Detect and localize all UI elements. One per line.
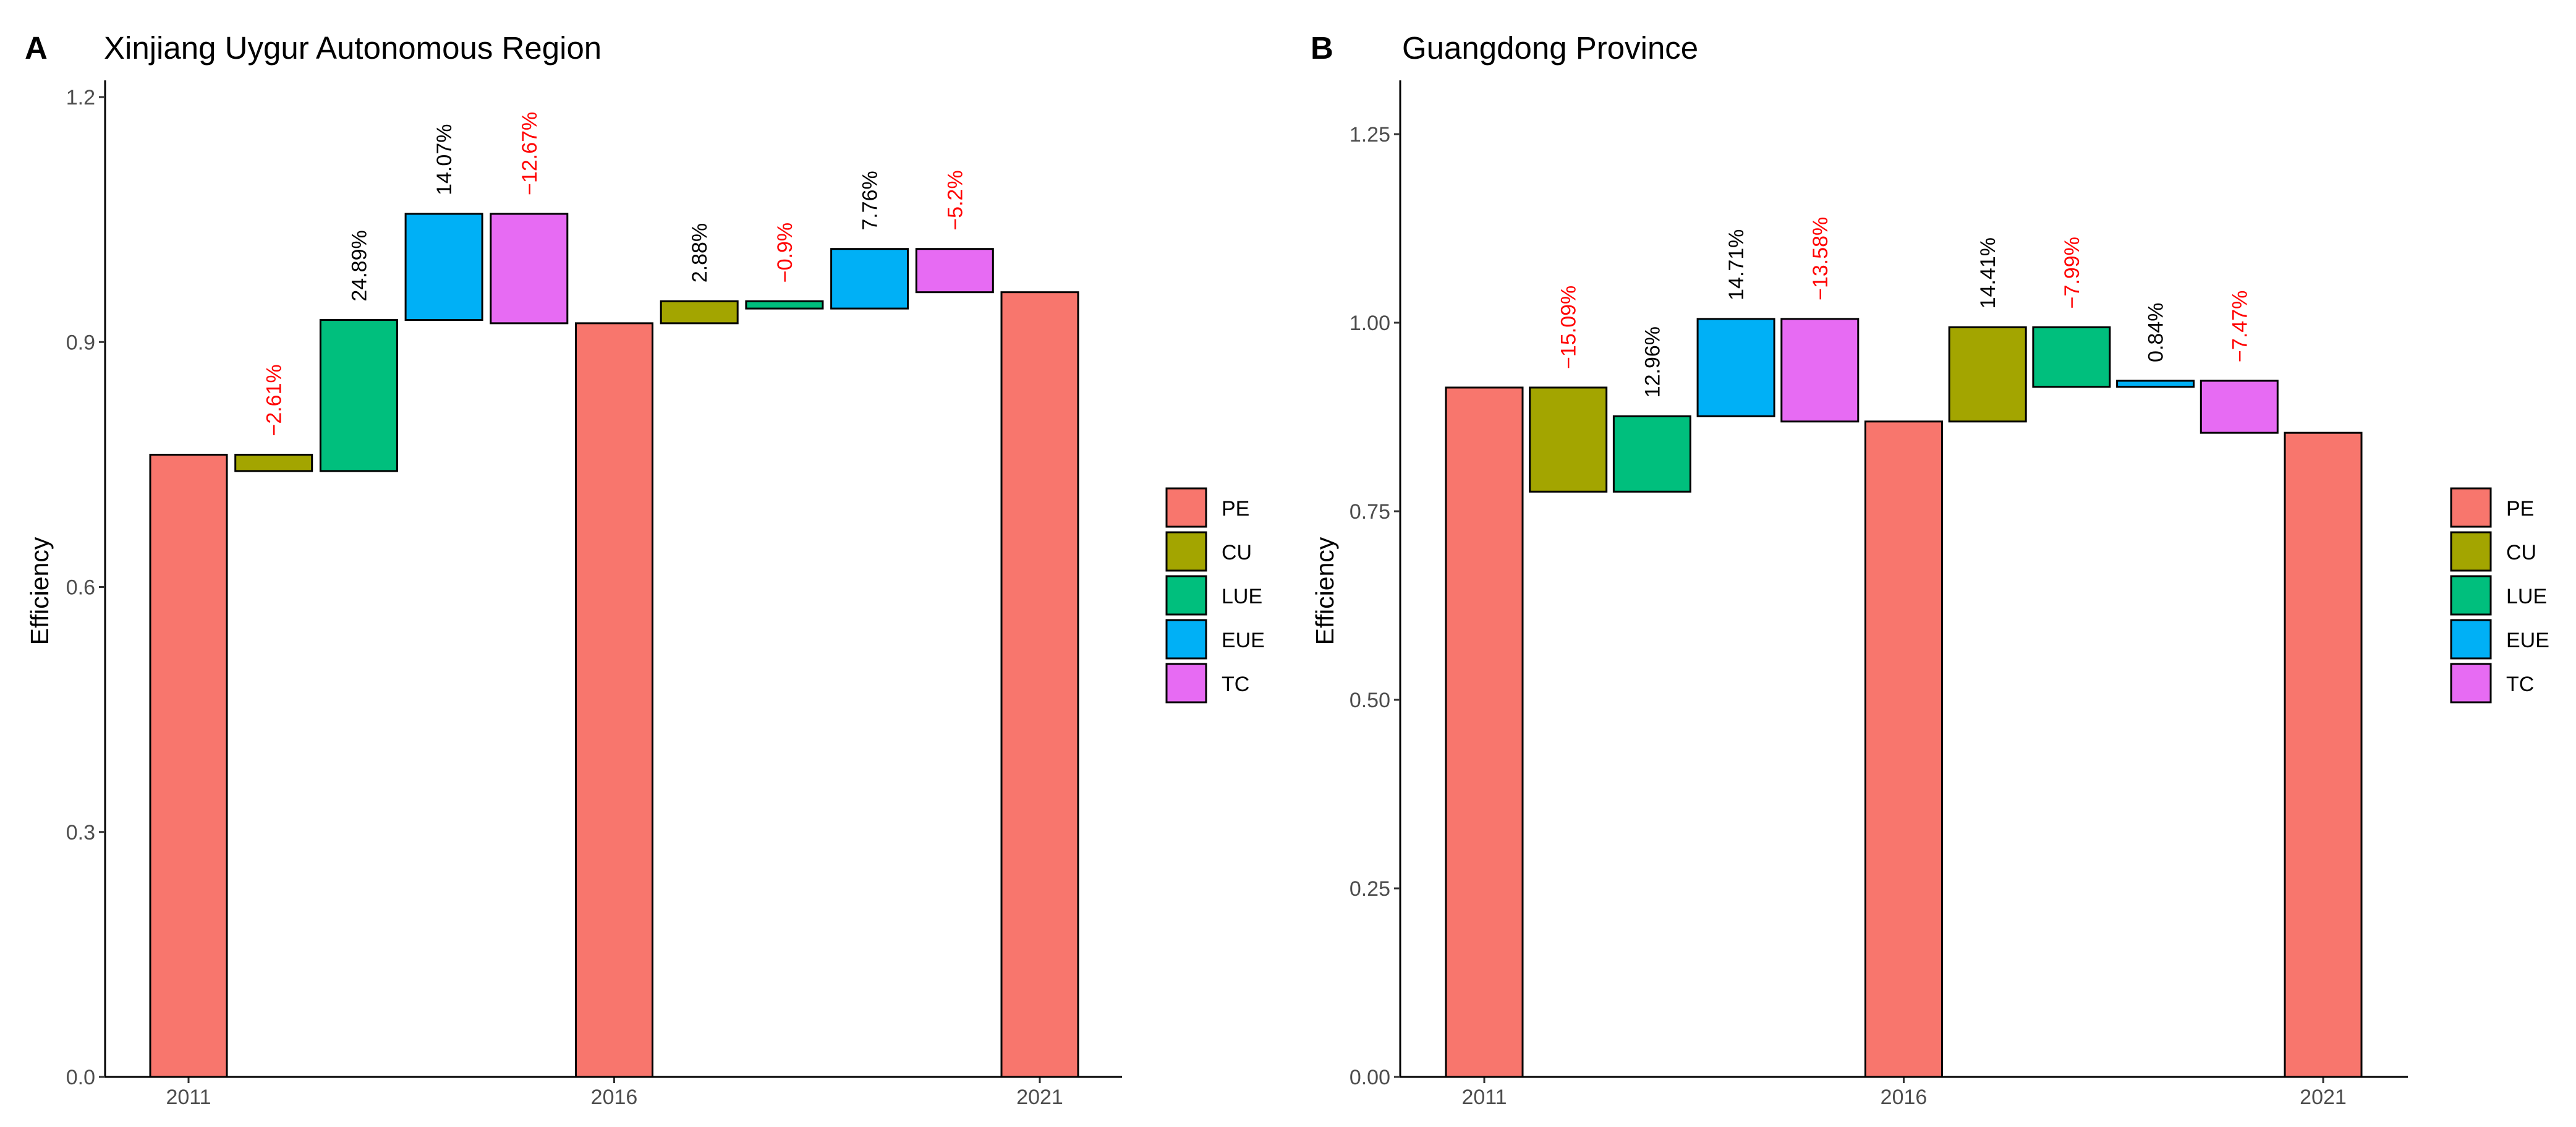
bar-lue <box>745 300 824 310</box>
data-label: 14.07% <box>433 124 456 195</box>
panel-letter: A <box>25 30 48 66</box>
chart-title: Guangdong Province <box>1402 30 1698 66</box>
y-tick-label: 1.25 <box>1350 123 1390 147</box>
y-tick-label: 0.6 <box>66 576 95 600</box>
data-label: −12.67% <box>518 112 542 195</box>
bar-lue <box>319 319 398 472</box>
panel-b: B Guangdong Province 0.00 0.25 0.50 0.75 1.00 1… <box>1311 30 2549 1109</box>
y-tick-label: 1.2 <box>66 86 95 109</box>
legend-key-cu <box>1165 531 1207 572</box>
legend-label-cu: CU <box>1222 541 1252 564</box>
legend-label-tc: TC <box>2506 673 2534 696</box>
bar-eue <box>404 213 483 321</box>
y-tick-label: 0.00 <box>1350 1066 1390 1089</box>
data-label: −2.61% <box>263 364 286 436</box>
data-label: −7.99% <box>2060 237 2084 308</box>
legend-label-pe: PE <box>2506 497 2534 521</box>
bar-lue <box>1612 415 1691 493</box>
legend-label-eue: EUE <box>1222 629 1265 652</box>
data-label: 2.88% <box>688 223 712 283</box>
legend-label-pe: PE <box>1222 497 1249 521</box>
legend-key-tc <box>1165 663 1207 704</box>
bar-tc <box>915 248 994 294</box>
x-tick-label: 2021 <box>2300 1086 2347 1109</box>
data-label: 14.71% <box>1725 229 1748 300</box>
y-axis-title: Efficiency <box>25 537 54 645</box>
data-label: −7.47% <box>2228 291 2251 362</box>
bar-pe <box>1445 386 1524 1078</box>
data-label: 24.89% <box>347 230 371 301</box>
legend-key-cu <box>2450 531 2492 572</box>
legend-label-lue: LUE <box>2506 585 2547 608</box>
y-tick-label: 0.75 <box>1350 500 1390 524</box>
x-tick-label: 2016 <box>591 1086 638 1109</box>
bar-eue <box>2116 380 2195 388</box>
bar-tc <box>1780 318 1860 423</box>
bar-tc <box>490 213 569 325</box>
y-tick-label: 0.9 <box>66 331 95 354</box>
legend-key-eue <box>2450 619 2492 660</box>
legend-key-lue <box>2450 575 2492 616</box>
y-tick-label: 0.0 <box>66 1066 95 1089</box>
bar-pe <box>575 322 653 1078</box>
data-label: 12.96% <box>1641 326 1664 398</box>
legend-label-tc: TC <box>1222 673 1249 696</box>
x-tick-label: 2011 <box>1461 1086 1507 1109</box>
x-tick-label: 2011 <box>166 1086 211 1109</box>
x-tick-label: 2016 <box>1881 1086 1928 1109</box>
legend-label-cu: CU <box>2506 541 2536 564</box>
data-label: 7.76% <box>859 171 882 230</box>
data-label: 0.84% <box>2145 303 2168 362</box>
bar-cu <box>660 300 739 325</box>
chart-title: Xinjiang Uygur Autonomous Region <box>104 30 601 66</box>
legend-key-pe <box>1165 487 1207 528</box>
data-label: −13.58% <box>1809 217 1832 300</box>
data-label: −5.2% <box>943 170 967 230</box>
legend-key-eue <box>1165 619 1207 660</box>
bar-cu <box>1948 326 2027 423</box>
bar-pe <box>1864 420 1943 1078</box>
y-tick-label: 0.3 <box>66 821 95 844</box>
y-axis-title: Efficiency <box>1311 537 1339 645</box>
bar-pe <box>1000 291 1079 1078</box>
bar-pe <box>149 454 228 1078</box>
data-label: −0.9% <box>773 223 797 283</box>
bar-tc <box>2200 380 2279 434</box>
data-label: −15.09% <box>1557 286 1581 369</box>
bar-lue <box>2032 326 2111 388</box>
panel-letter: B <box>1311 30 1333 66</box>
panel-a: A Xinjiang Uygur Autonomous Region 0.0 0.3 0… <box>25 30 1265 1109</box>
y-tick-label: 0.50 <box>1350 689 1390 712</box>
bar-eue <box>1696 318 1775 417</box>
legend-key-pe <box>2450 487 2492 528</box>
legend-label-eue: EUE <box>2506 629 2549 652</box>
legend-key-lue <box>1165 575 1207 616</box>
x-tick-label: 2021 <box>1016 1086 1063 1109</box>
bar-pe <box>2284 432 2363 1078</box>
legend-label-lue: LUE <box>1222 585 1262 608</box>
bar-eue <box>830 248 909 310</box>
bar-cu <box>234 454 313 472</box>
y-tick-label: 1.00 <box>1350 312 1390 335</box>
data-label: 14.41% <box>1976 237 2000 308</box>
bar-cu <box>1529 386 1608 493</box>
legend-key-tc <box>2450 663 2492 704</box>
y-tick-label: 0.25 <box>1350 877 1390 901</box>
